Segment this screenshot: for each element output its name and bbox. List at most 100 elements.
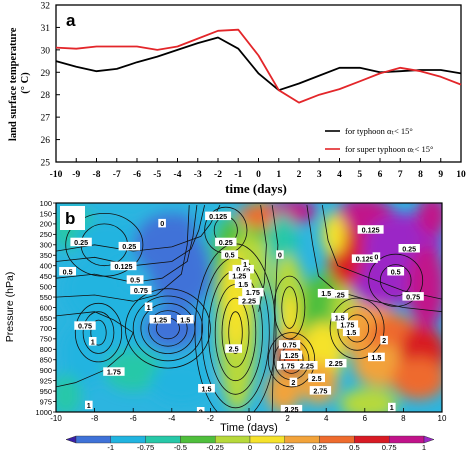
contour-line xyxy=(221,297,250,368)
panel-b-y-axis-title: Pressure (hPa) xyxy=(4,272,16,343)
panel-a-x-tick-label: -6 xyxy=(133,170,141,180)
panel-a-x-tick-label: 7 xyxy=(398,170,403,180)
panel-a-y-axis-title: land surface temperature (° C) xyxy=(8,25,31,141)
panel-b-y-tick-label: 650 xyxy=(40,314,52,323)
contour-label-box xyxy=(402,292,424,301)
panel-b-y-tick-label: 750 xyxy=(40,335,52,344)
panel-a-x-tick-label: -4 xyxy=(174,170,182,180)
panel-a-x-tick-label: -7 xyxy=(113,170,121,180)
panel-b-y-tick-label: 400 xyxy=(40,262,52,271)
contour-label-box xyxy=(225,344,242,353)
panel-b-label: b xyxy=(65,209,75,228)
contour-label: 0.125 xyxy=(209,212,227,221)
colorbar-swatch xyxy=(180,435,216,444)
contour-line xyxy=(281,286,298,329)
contour-label-box xyxy=(317,288,335,298)
panel-b-y-tick-label: 800 xyxy=(40,345,52,354)
contour-label-box xyxy=(88,337,97,346)
contour-label: 0.25 xyxy=(122,242,136,251)
contour-label: 2.25 xyxy=(285,405,299,414)
contour-label: 1.75 xyxy=(281,361,295,370)
contour-label-box xyxy=(372,252,381,261)
contour-label-box xyxy=(280,404,303,412)
legend-label-typhoon: for typhoon αₜ< 15° xyxy=(345,126,413,136)
contour-label-box xyxy=(296,361,318,370)
panel-a-x-tick-label: -8 xyxy=(93,170,101,180)
contour-label-box xyxy=(85,400,93,410)
contour-label: 0.5 xyxy=(63,267,73,276)
panel-a-series-lines xyxy=(55,28,462,104)
colorbar-swatch xyxy=(214,435,251,444)
contour-label: 1.5 xyxy=(321,289,331,298)
colorbar-high-arrow xyxy=(423,435,435,444)
colorbar-tick-label: 0.125 xyxy=(275,443,294,451)
contour-label: 0 xyxy=(374,253,378,262)
heatmap-color-region xyxy=(391,357,442,400)
contour-line xyxy=(56,204,221,252)
colorbar-tick-label: -0.5 xyxy=(174,443,187,451)
panel-a-y-tick-label: 32 xyxy=(41,2,51,12)
panel-a-x-axis-title: time (days) xyxy=(225,181,287,196)
contour-label-box xyxy=(70,237,92,247)
contour-label: 1.5 xyxy=(335,313,345,322)
contour-label: 2.25 xyxy=(242,297,256,306)
contour-line xyxy=(56,205,198,283)
colorbar-swatch xyxy=(389,435,425,444)
contour-label: 0.125 xyxy=(362,226,380,235)
legend-label-super-typhoon: for super typhoon αₜ< 15° xyxy=(345,144,433,154)
contour-label-box xyxy=(205,211,232,221)
contour-line xyxy=(329,297,385,360)
contour-label-box xyxy=(59,267,76,276)
contour-line xyxy=(258,205,267,312)
panel-a-y-tick-label: 25 xyxy=(41,159,51,169)
contour-label: 2.25 xyxy=(300,361,314,370)
panel-a-x-tick-label: 0 xyxy=(256,170,261,180)
contour-label: 0.75 xyxy=(236,265,250,274)
panel-b-y-tick-label: 350 xyxy=(40,251,52,260)
panel-b-y-tick-label: 300 xyxy=(40,241,52,250)
contour-label-box xyxy=(380,335,388,345)
panel-b-x-tick-label: 6 xyxy=(363,414,368,423)
colorbar-tick-label: 0.75 xyxy=(382,443,397,451)
contour-label: 2 xyxy=(199,407,203,416)
panel-b-y-tick-label: 200 xyxy=(40,220,52,229)
panel-b-y-tick-label: 1000 xyxy=(36,408,52,417)
contour-label: 0.5 xyxy=(225,251,235,260)
contour-label: 1.5 xyxy=(371,353,381,362)
panel-a-label: a xyxy=(66,11,76,30)
contour-label-box xyxy=(398,244,420,253)
contour-label-box xyxy=(342,327,360,337)
colorbar-swatch xyxy=(110,435,146,444)
panel-a-x-tick-label: 4 xyxy=(337,170,342,180)
contour-label-box xyxy=(278,340,301,349)
contour-line xyxy=(82,311,115,354)
panel-b-label-box xyxy=(60,206,85,230)
contour-label: 1.25 xyxy=(331,290,345,299)
contour-label: 0.25 xyxy=(402,244,416,253)
contour-label-box xyxy=(357,225,384,234)
heatmap-color-region xyxy=(416,203,442,237)
contour-label: 0.5 xyxy=(391,267,401,276)
panel-a-x-tick-label: 3 xyxy=(317,170,322,180)
panel-a-y-tick-label: 29 xyxy=(41,69,51,79)
colorbar-swatch xyxy=(354,435,390,444)
contour-label-box xyxy=(130,285,152,295)
contour-line xyxy=(271,205,279,412)
contour-label-box xyxy=(388,402,396,412)
contour-label: 1.25 xyxy=(153,315,167,324)
contour-label: 1.5 xyxy=(346,328,356,337)
colorbar-tick-label: 0.5 xyxy=(349,443,360,451)
contour-label: 0.75 xyxy=(78,322,92,331)
contour-label: 1.75 xyxy=(340,321,354,330)
contour-label-box xyxy=(351,254,378,263)
colorbar-tick-label: 1 xyxy=(422,443,426,451)
panel-b-x-tick-label: 8 xyxy=(401,414,406,423)
panel-a-x-tick-label: 5 xyxy=(357,170,362,180)
panel-a-x-tick-label: 2 xyxy=(297,170,302,180)
contour-label: 1.5 xyxy=(238,280,248,289)
contour-label-box xyxy=(176,315,194,324)
heatmap-color-region xyxy=(150,244,213,308)
contour-label-box xyxy=(144,302,153,311)
heatmap-color-region xyxy=(407,244,442,329)
